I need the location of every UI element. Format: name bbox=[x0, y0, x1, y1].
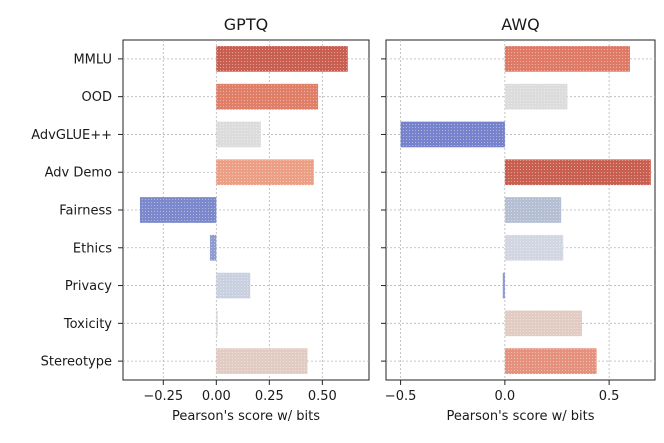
gptq-title: GPTQ bbox=[224, 15, 268, 34]
awq-bar-texture bbox=[504, 159, 651, 186]
gptq-bar-texture bbox=[216, 159, 314, 186]
gptq-x-axis-label: Pearson's score w/ bits bbox=[172, 409, 320, 424]
gptq-bar-texture bbox=[216, 46, 348, 72]
gptq-bar-texture bbox=[216, 272, 251, 299]
awq-bar-texture bbox=[504, 83, 568, 110]
gptq-bar-texture bbox=[216, 121, 261, 148]
gptq-bar-texture bbox=[139, 197, 217, 223]
gptq-bar-texture bbox=[216, 83, 319, 110]
gptq-x-tick-label: 0.00 bbox=[202, 389, 231, 404]
gptq-bar-texture bbox=[216, 310, 218, 337]
awq-bar-texture bbox=[502, 272, 505, 299]
awq-x-axis-label: Pearson's score w/ bits bbox=[446, 409, 594, 424]
awq-bars bbox=[400, 46, 651, 374]
awq-x-ticks: −0.5 0.0 0.5 bbox=[381, 58, 620, 404]
gptq-bar-texture bbox=[216, 348, 308, 374]
awq-x-tick-label: −0.5 bbox=[385, 389, 417, 404]
category-label: AdvGLUE++ bbox=[31, 128, 112, 143]
awq-bar-texture bbox=[504, 234, 564, 261]
gptq-x-tick-label: 0.25 bbox=[255, 389, 284, 404]
gptq-bars bbox=[139, 46, 348, 374]
awq-bar-texture bbox=[504, 197, 562, 223]
awq-title: AWQ bbox=[501, 15, 539, 34]
category-labels: MMLU OOD AdvGLUE++ Adv Demo Fairness Ethics Pr… bbox=[31, 52, 112, 369]
category-label: OOD bbox=[82, 90, 112, 105]
category-label: Stereotype bbox=[41, 355, 112, 370]
awq-panel: AWQ Pearson's score w/ bits −0.5 0.0 0.5 bbox=[381, 15, 656, 424]
awq-x-tick-label: 0.5 bbox=[599, 389, 620, 404]
category-label: Adv Demo bbox=[45, 166, 112, 181]
awq-bar-texture bbox=[504, 46, 630, 72]
category-label: Toxicity bbox=[63, 317, 112, 332]
category-label: Privacy bbox=[65, 279, 112, 294]
gptq-x-ticks: −0.25 0.00 0.25 0.50 bbox=[118, 58, 337, 404]
gptq-panel: GPTQ Pearson's score w/ bits −0.25 0.00 0.… bbox=[31, 15, 370, 424]
gptq-bar-texture bbox=[209, 234, 217, 261]
awq-bar-texture bbox=[504, 348, 597, 374]
awq-x-tick-label: 0.0 bbox=[495, 389, 516, 404]
category-label: MMLU bbox=[73, 52, 112, 67]
category-label: Fairness bbox=[59, 204, 112, 219]
awq-bar-texture bbox=[400, 121, 505, 148]
gptq-x-tick-label: 0.50 bbox=[308, 389, 337, 404]
category-label: Ethics bbox=[73, 241, 112, 256]
gptq-x-tick-label: −0.25 bbox=[143, 389, 183, 404]
awq-bar-texture bbox=[504, 310, 583, 337]
